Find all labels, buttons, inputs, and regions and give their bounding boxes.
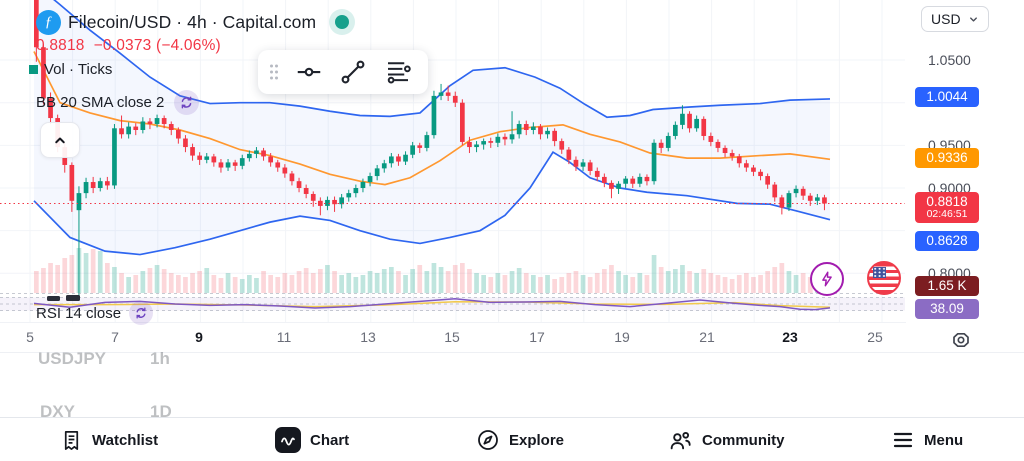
drag-handle-icon[interactable] (268, 63, 280, 81)
nav-item-label: Chart (310, 431, 350, 449)
time-axis-label: 15 (444, 329, 460, 345)
bb-loading-spinner-icon (174, 90, 200, 115)
market-status-indicator[interactable] (329, 9, 356, 35)
floating-drawing-toolbar (258, 50, 428, 94)
rsi-indicator-label: RSI 14 close (36, 304, 122, 322)
symbol-picker-next[interactable]: DXY 1D (40, 402, 172, 421)
filecoin-logo-icon: ƒ (36, 9, 61, 35)
menu-icon (891, 428, 915, 452)
nav-item-watchlist[interactable]: Watchlist (60, 418, 158, 461)
rsi-indicator-legend[interactable]: RSI 14 close (36, 301, 154, 325)
chart-header: ƒ Filecoin/USD · 4h · Capital.com (36, 9, 356, 35)
volume-legend-swatch-icon (29, 65, 38, 74)
time-axis-label: 23 (782, 329, 798, 345)
nav-item-label: Menu (924, 431, 964, 449)
time-axis-label: 21 (699, 329, 715, 345)
currency-label: USD (931, 11, 961, 27)
price-change-row: 0.8818 −0.0373 (−4.06%) (36, 37, 221, 55)
us-flag-icon (873, 267, 886, 278)
volume-legend[interactable]: Vol · Ticks (29, 61, 112, 78)
market-open-dot-icon (335, 15, 350, 29)
collapse-panel-button[interactable] (40, 122, 80, 158)
time-axis-label: 11 (276, 329, 292, 345)
horizontal-line-tool-icon[interactable] (294, 57, 324, 87)
time-axis-label: 17 (529, 329, 545, 345)
volume-legend-label: Vol · Ticks (44, 61, 113, 78)
parallel-lines-tool-icon[interactable] (382, 57, 414, 87)
watchlist-icon (60, 429, 83, 452)
time-axis-label: 25 (867, 329, 883, 345)
time-axis-label: 7 (111, 329, 119, 345)
nav-item-chart[interactable]: Chart (275, 418, 349, 461)
rsi-loading-spinner-icon (129, 301, 154, 325)
time-axis-label: 9 (195, 329, 203, 345)
chart-title[interactable]: Filecoin/USD · 4h · Capital.com (68, 11, 317, 32)
time-axis-label: 5 (26, 329, 34, 345)
price-change: −0.0373 (−4.06%) (93, 37, 221, 54)
community-icon (668, 428, 693, 453)
price-badge: 1.65 K (915, 276, 979, 296)
chart-nav-icon (275, 427, 301, 453)
nav-item-label: Explore (509, 431, 565, 449)
lightning-icon (822, 271, 832, 287)
currency-selector[interactable]: USD (921, 6, 989, 32)
nav-item-label: Watchlist (92, 431, 159, 449)
chevron-down-icon (970, 16, 977, 22)
bottom-navigation: Watchlist Chart Explore Community Menu (0, 417, 1024, 461)
price-badge: 0.9336 (915, 148, 979, 168)
gear-icon (953, 332, 969, 348)
quick-trade-button[interactable] (810, 262, 844, 296)
chevron-up-icon (55, 137, 65, 144)
time-axis-label: 19 (614, 329, 630, 345)
price-scale-label: 1.0500 (928, 52, 971, 68)
price-badge: 0.8818 02:46:51 (915, 192, 979, 223)
country-flag-button[interactable] (867, 261, 901, 295)
nav-item-menu[interactable]: Menu (891, 418, 963, 461)
nav-item-label: Community (702, 431, 785, 449)
price-badge: 0.8628 (915, 231, 979, 251)
nav-item-explore[interactable]: Explore (476, 418, 564, 461)
time-axis-label: 13 (360, 329, 376, 345)
price-badge: 38.09 (915, 299, 979, 319)
price-badge: 1.0044 (915, 87, 979, 107)
nav-item-community[interactable]: Community (668, 418, 785, 461)
bb-indicator-legend[interactable]: BB 20 SMA close 2 (36, 90, 200, 115)
bb-indicator-label: BB 20 SMA close 2 (36, 94, 165, 111)
explore-icon (476, 428, 500, 452)
price-chart-canvas[interactable] (0, 0, 1024, 352)
last-price: 0.8818 (36, 37, 85, 54)
trend-line-tool-icon[interactable] (338, 57, 368, 87)
symbol-picker-prev[interactable]: USDJPY 1h (38, 349, 170, 368)
chart-settings-button[interactable] (945, 324, 977, 356)
